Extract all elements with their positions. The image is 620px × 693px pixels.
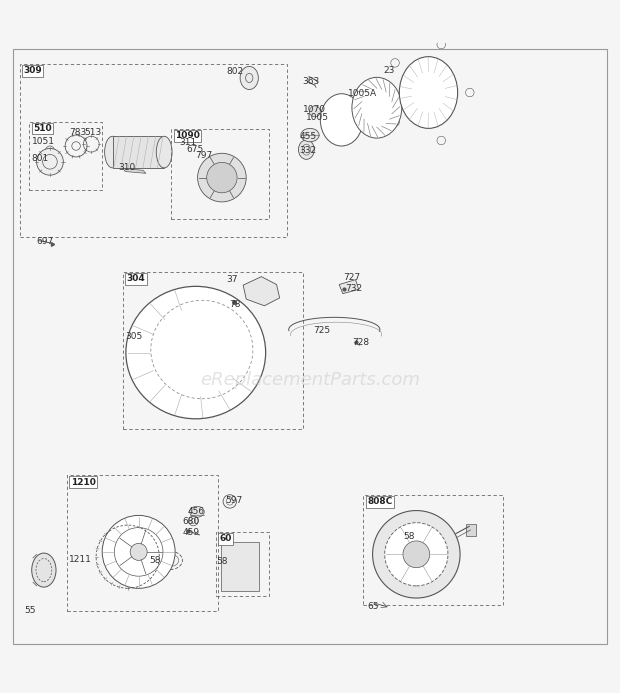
- Bar: [123, 272, 303, 428]
- Text: 728: 728: [353, 338, 370, 347]
- Text: 23: 23: [383, 66, 394, 75]
- Text: 65: 65: [367, 602, 379, 611]
- Ellipse shape: [190, 507, 204, 517]
- Text: 725: 725: [314, 326, 331, 335]
- Text: 455: 455: [299, 132, 316, 141]
- Text: 1210: 1210: [71, 477, 95, 486]
- Text: 802: 802: [226, 67, 243, 76]
- Text: 58: 58: [149, 556, 161, 565]
- Bar: [363, 495, 503, 606]
- Text: 513: 513: [84, 128, 101, 137]
- Ellipse shape: [399, 57, 458, 128]
- Text: eReplacementParts.com: eReplacementParts.com: [200, 371, 420, 389]
- Ellipse shape: [301, 128, 319, 142]
- Ellipse shape: [352, 78, 402, 138]
- Polygon shape: [339, 280, 358, 294]
- Text: 305: 305: [125, 332, 143, 341]
- Bar: [20, 64, 287, 237]
- Text: 363: 363: [303, 77, 320, 86]
- Text: 311: 311: [179, 138, 197, 147]
- Ellipse shape: [240, 67, 259, 89]
- Circle shape: [373, 511, 460, 598]
- Bar: [172, 129, 268, 219]
- Text: 78: 78: [229, 300, 241, 309]
- Bar: [112, 137, 164, 168]
- Text: 797: 797: [195, 151, 213, 160]
- Text: 456: 456: [187, 507, 205, 516]
- Text: 1070: 1070: [303, 105, 326, 114]
- Bar: [29, 122, 102, 190]
- Text: 55: 55: [24, 606, 36, 615]
- Text: 459: 459: [182, 528, 200, 537]
- Text: 801: 801: [32, 154, 49, 163]
- Bar: [67, 475, 218, 611]
- Text: 60: 60: [219, 534, 232, 543]
- Circle shape: [102, 516, 175, 588]
- Text: 332: 332: [299, 146, 316, 155]
- Polygon shape: [123, 168, 146, 173]
- Circle shape: [37, 148, 63, 175]
- Bar: [216, 532, 269, 595]
- Text: 680: 680: [182, 517, 200, 526]
- Bar: [221, 541, 259, 591]
- Text: 310: 310: [118, 163, 136, 172]
- Text: 727: 727: [343, 273, 361, 282]
- Text: 309: 309: [23, 67, 42, 76]
- Text: 732: 732: [345, 283, 362, 292]
- Text: 1051: 1051: [32, 137, 55, 146]
- Circle shape: [385, 523, 448, 586]
- Ellipse shape: [298, 140, 314, 159]
- Text: 304: 304: [126, 274, 145, 283]
- Text: 1005: 1005: [306, 113, 329, 122]
- Text: 597: 597: [225, 496, 242, 505]
- Text: 510: 510: [33, 124, 51, 133]
- Circle shape: [403, 541, 430, 568]
- Ellipse shape: [156, 137, 172, 168]
- Circle shape: [130, 543, 147, 561]
- Circle shape: [206, 162, 237, 193]
- Text: 783: 783: [69, 128, 87, 137]
- Ellipse shape: [321, 94, 363, 146]
- Polygon shape: [243, 277, 280, 306]
- Ellipse shape: [32, 553, 56, 587]
- Text: 37: 37: [226, 275, 237, 284]
- Circle shape: [198, 153, 246, 202]
- Text: 808C: 808C: [367, 497, 392, 506]
- Ellipse shape: [126, 286, 265, 419]
- Text: 58: 58: [216, 557, 228, 566]
- Text: 697: 697: [37, 238, 54, 247]
- Bar: [466, 524, 477, 536]
- Text: 1005A: 1005A: [348, 89, 378, 98]
- Ellipse shape: [105, 137, 120, 168]
- Text: 1211: 1211: [69, 554, 92, 563]
- Text: 675: 675: [186, 145, 203, 154]
- Text: 58: 58: [404, 532, 415, 541]
- Text: 1090: 1090: [175, 132, 200, 141]
- Circle shape: [309, 106, 321, 117]
